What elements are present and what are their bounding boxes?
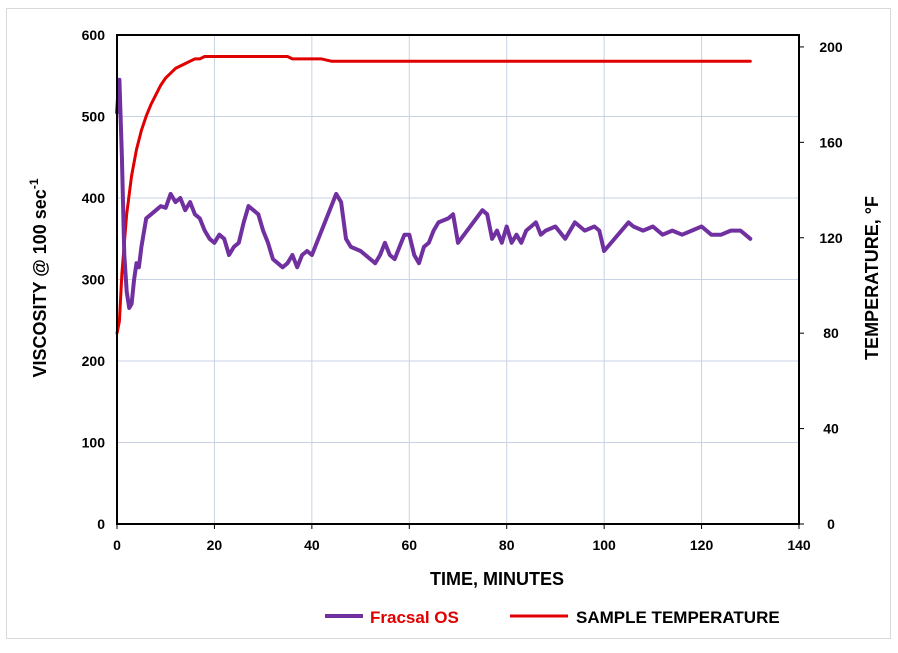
y-right-tick-label-200: 200 xyxy=(819,39,843,55)
y-left-tick-label-100: 100 xyxy=(82,435,106,451)
y-right-tick-label-160: 160 xyxy=(819,134,843,150)
legend-label-sample-temperature: SAMPLE TEMPERATURE xyxy=(576,608,780,627)
series-line-sample-temperature xyxy=(115,55,752,335)
series-layer xyxy=(115,55,753,335)
y-left-tick-label-400: 400 xyxy=(82,190,106,206)
y-left-tick-label-300: 300 xyxy=(82,272,106,288)
x-tick-label-60: 60 xyxy=(401,537,417,553)
y-left-tick-label-600: 600 xyxy=(82,27,106,43)
x-tick-label-20: 20 xyxy=(207,537,223,553)
x-tick-label-80: 80 xyxy=(499,537,515,553)
y-axis-left-title: VISCOSITY @ 100 sec-1 xyxy=(27,178,50,377)
y-left-tick-label-500: 500 xyxy=(82,109,106,125)
y-axis-left-title-main: VISCOSITY @ 100 sec xyxy=(30,189,50,377)
x-tick-label-120: 120 xyxy=(690,537,714,553)
y-axis-left-title-superscript: -1 xyxy=(27,178,41,189)
x-axis-title: TIME, MINUTES xyxy=(430,569,564,589)
chart-border xyxy=(6,8,891,639)
x-tick-label-0: 0 xyxy=(113,537,121,553)
y-axis-right-title: TEMPERATURE, °F xyxy=(862,196,882,360)
x-tick-label-140: 140 xyxy=(787,537,811,553)
x-tick-label-100: 100 xyxy=(592,537,616,553)
plot-area-frame xyxy=(116,34,800,525)
y-left-tick-label-200: 200 xyxy=(82,353,106,369)
y-right-tick-label-120: 120 xyxy=(819,230,843,246)
series-line-fracsal-os xyxy=(115,77,753,310)
y-left-tick-label-0: 0 xyxy=(97,516,105,532)
y-right-tick-label-40: 40 xyxy=(823,421,839,437)
y-right-tick-label-0: 0 xyxy=(827,516,835,532)
x-tick-label-40: 40 xyxy=(304,537,320,553)
axis-ticks: 0 20 40 60 80 100 120 140 0 100 200 300 400 500 600 0 40… xyxy=(82,27,843,553)
grid-lines xyxy=(117,35,799,524)
legend-label-fracsal-os: Fracsal OS xyxy=(370,608,459,627)
legend: Fracsal OS SAMPLE TEMPERATURE xyxy=(325,608,780,627)
y-right-tick-label-80: 80 xyxy=(823,325,839,341)
